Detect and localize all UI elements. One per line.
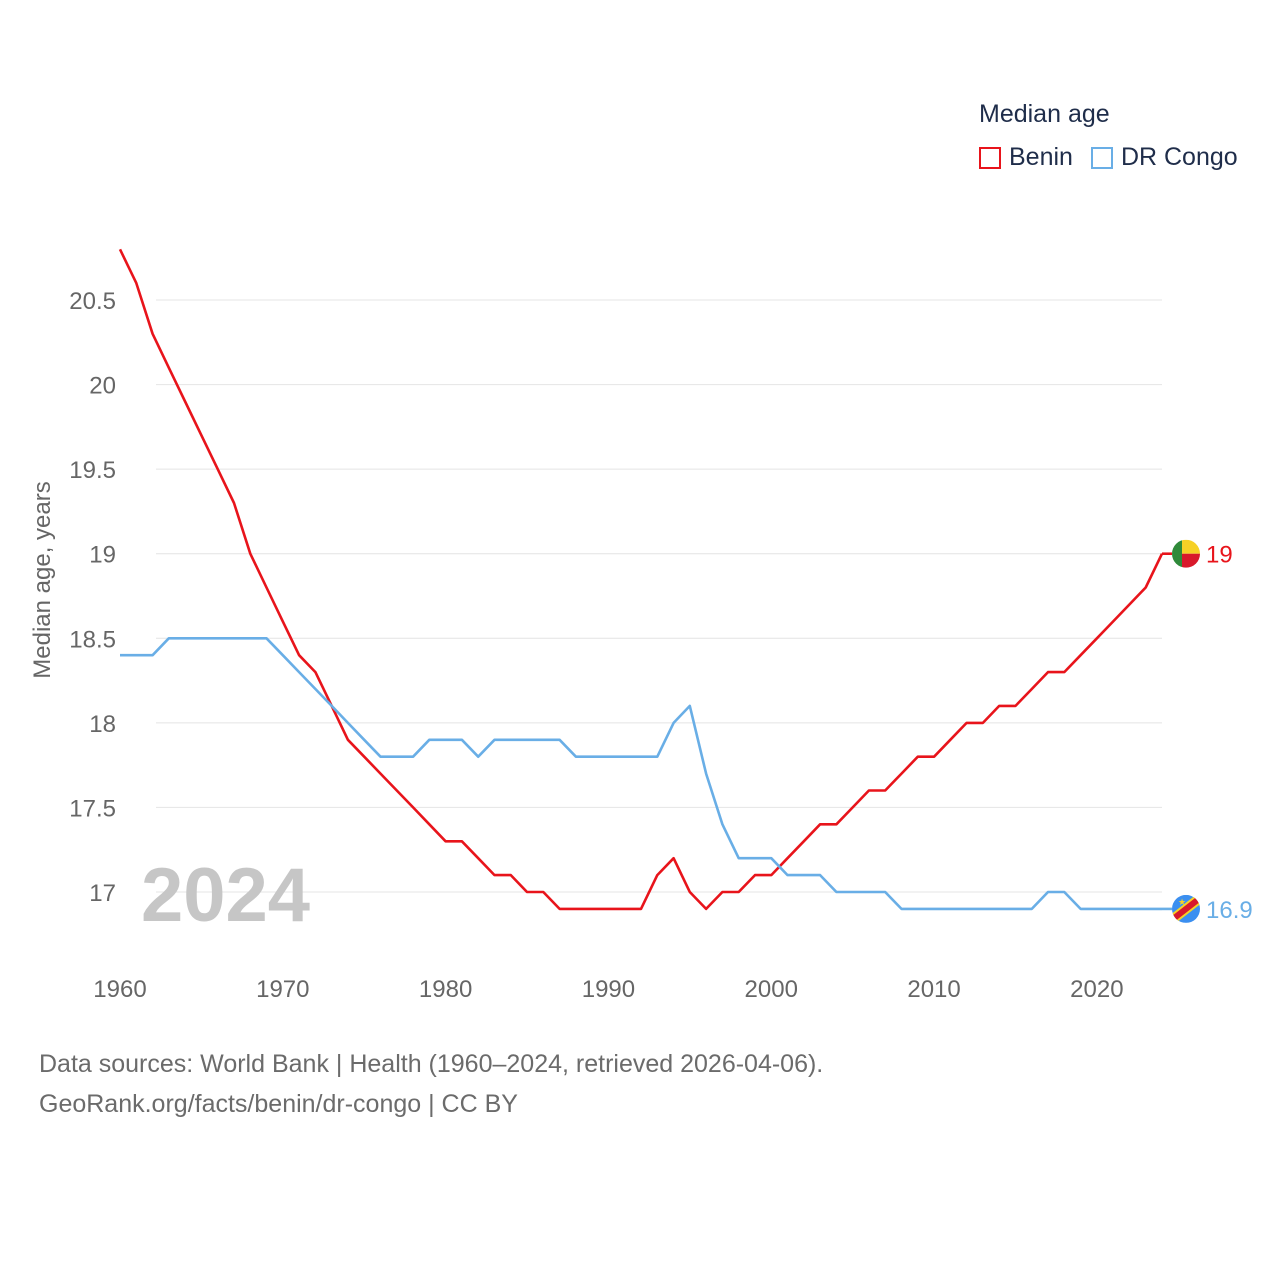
legend-swatch-dr-congo [1090,146,1113,169]
footer: Data sources: World Bank | Health (1960–… [39,1044,823,1124]
end-label-benin: 19 [1206,542,1233,569]
series-line-dr-congo [120,636,1162,911]
y-tick-label: 18.5 [69,626,116,653]
y-tick-label: 17 [89,880,116,907]
benin-flag-icon [1162,539,1200,568]
legend-label-dr-congo: DR Congo [1120,143,1238,171]
end-markers: 19 ★ 16.9 [1162,539,1253,924]
gridlines [156,299,1162,893]
y-tick-label: 17.5 [69,795,116,822]
x-tick-label: 1980 [419,976,472,1003]
svg-text:★: ★ [1178,897,1186,907]
x-tick-label: 2010 [907,976,960,1003]
legend: Benin DR Congo [979,143,1256,172]
x-tick-label: 1970 [256,976,309,1003]
y-tick-label: 18 [89,711,116,738]
legend-label-benin: Benin [1009,143,1073,171]
end-label-dr-congo: 16.9 [1206,897,1253,924]
series-lines [118,248,1164,911]
y-tick-label: 20 [89,373,116,400]
y-tick-label: 19 [89,542,116,569]
series-line-benin [118,248,1164,911]
y-axis-label: Median age, years [29,481,56,679]
y-tick-label: 19.5 [69,457,116,484]
legend-item-dr-congo[interactable]: DR Congo [1090,143,1238,172]
footer-link[interactable]: GeoRank.org/facts/benin/dr-congo | CC BY [39,1090,518,1118]
x-tick-label: 1960 [93,976,146,1003]
legend-item-benin[interactable]: Benin [979,143,1073,172]
y-axis-ticks: 17 17.5 18 18.5 19 19.5 20 20.5 [69,288,116,907]
x-tick-label: 2020 [1070,976,1123,1003]
legend-title: Median age [979,100,1110,128]
year-label: 2024 [141,853,311,938]
y-tick-label: 20.5 [69,288,116,315]
legend-swatch-benin [979,146,1001,169]
footer-sources: Data sources: World Bank | Health (1960–… [39,1050,824,1078]
x-axis-ticks: 1960 1970 1980 1990 2000 2010 2020 [93,976,1123,1003]
x-tick-label: 1990 [582,976,635,1003]
x-tick-label: 2000 [745,976,798,1003]
dr-congo-flag-icon: ★ [1162,894,1200,923]
